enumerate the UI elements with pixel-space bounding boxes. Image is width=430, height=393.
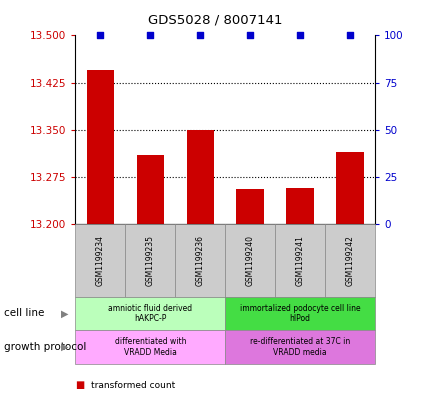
Point	[147, 32, 154, 39]
Text: immortalized podocyte cell line
hIPod: immortalized podocyte cell line hIPod	[239, 304, 359, 323]
Point	[197, 32, 203, 39]
Text: GDS5028 / 8007141: GDS5028 / 8007141	[148, 14, 282, 27]
Text: GSM1199241: GSM1199241	[295, 235, 304, 286]
Bar	[186, 130, 213, 224]
Point	[346, 32, 353, 39]
Bar	[236, 189, 263, 224]
Text: ▶: ▶	[61, 309, 68, 318]
Text: ▶: ▶	[61, 342, 68, 352]
Bar	[136, 155, 164, 224]
Text: re-differentiated at 37C in
VRADD media: re-differentiated at 37C in VRADD media	[249, 337, 350, 356]
Text: cell line: cell line	[4, 309, 45, 318]
Text: GSM1199242: GSM1199242	[345, 235, 354, 286]
Point	[246, 32, 253, 39]
Text: GSM1199240: GSM1199240	[245, 235, 254, 286]
Text: differentiated with
VRADD Media: differentiated with VRADD Media	[114, 337, 186, 356]
Text: GSM1199236: GSM1199236	[195, 235, 204, 286]
Bar	[286, 187, 313, 224]
Text: amniotic fluid derived
hAKPC-P: amniotic fluid derived hAKPC-P	[108, 304, 192, 323]
Point	[296, 32, 303, 39]
Bar	[86, 70, 114, 224]
Text: ■: ■	[75, 380, 84, 390]
Bar	[335, 152, 363, 224]
Text: GSM1199235: GSM1199235	[145, 235, 154, 286]
Text: growth protocol: growth protocol	[4, 342, 86, 352]
Text: transformed count: transformed count	[90, 381, 174, 389]
Point	[97, 32, 104, 39]
Text: GSM1199234: GSM1199234	[95, 235, 104, 286]
